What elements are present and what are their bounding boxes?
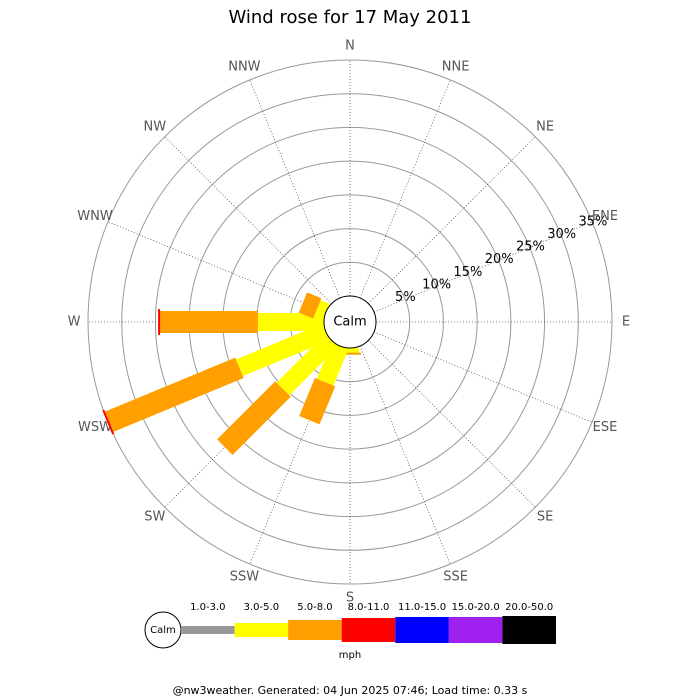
direction-label: SSW bbox=[230, 569, 260, 584]
legend-swatch bbox=[502, 616, 556, 644]
bar-segment bbox=[160, 311, 258, 333]
direction-label: E bbox=[622, 315, 630, 330]
legend-label: 8.0-11.0 bbox=[348, 602, 390, 613]
r-tick-label: 20% bbox=[485, 252, 514, 267]
bar-segment bbox=[299, 377, 336, 425]
legend-label: 3.0-5.0 bbox=[244, 602, 279, 613]
direction-label: NNW bbox=[228, 60, 260, 75]
direction-label: W bbox=[68, 315, 81, 330]
direction-label: NW bbox=[144, 119, 167, 134]
legend-calm-label: Calm bbox=[150, 625, 176, 636]
grid-ring bbox=[121, 93, 579, 551]
r-tick-label: 5% bbox=[395, 290, 416, 305]
chart-title: Wind rose for 17 May 2011 bbox=[229, 7, 472, 28]
direction-label: N bbox=[345, 39, 355, 54]
legend-label: 5.0-8.0 bbox=[297, 602, 332, 613]
bar-segment bbox=[217, 381, 291, 455]
spoke bbox=[373, 221, 593, 313]
direction-label: SSE bbox=[443, 569, 468, 584]
bar-segment bbox=[104, 357, 244, 432]
bar-segment bbox=[102, 409, 115, 435]
spoke bbox=[373, 331, 593, 423]
spoke bbox=[368, 136, 536, 304]
spoke bbox=[164, 136, 332, 304]
footer: @nw3weather. Generated: 04 Jun 2025 07:4… bbox=[173, 684, 528, 697]
legend-swatch bbox=[341, 618, 396, 642]
bar-segment bbox=[298, 292, 322, 319]
direction-label: WSW bbox=[78, 420, 112, 435]
legend-swatch bbox=[181, 626, 235, 634]
unit-label: mph bbox=[339, 650, 361, 661]
bar-segment bbox=[158, 309, 161, 335]
calm-label: Calm bbox=[333, 315, 366, 330]
legend-label: 15.0-20.0 bbox=[452, 602, 500, 613]
spoke bbox=[107, 221, 327, 313]
direction-label: S bbox=[346, 591, 354, 606]
direction-label: SE bbox=[537, 510, 553, 525]
bar-segment bbox=[313, 300, 330, 321]
r-tick-label: 35% bbox=[578, 214, 607, 229]
legend-swatch bbox=[288, 620, 342, 640]
grid-ring bbox=[87, 59, 613, 585]
spoke bbox=[359, 345, 451, 565]
direction-label: NE bbox=[536, 119, 554, 134]
legend-swatch bbox=[234, 623, 289, 637]
bar-segment bbox=[316, 342, 349, 386]
direction-label: WNW bbox=[77, 209, 113, 224]
bar-segment bbox=[276, 334, 338, 396]
r-tick-label: 10% bbox=[422, 278, 451, 293]
r-tick-label: 25% bbox=[516, 240, 545, 255]
legend-label: 20.0-50.0 bbox=[505, 602, 553, 613]
spoke bbox=[249, 79, 341, 299]
r-tick-label: 30% bbox=[547, 227, 576, 242]
bar-segment bbox=[235, 323, 330, 377]
direction-label: NNE bbox=[442, 60, 470, 75]
direction-label: ESE bbox=[593, 420, 618, 435]
spoke bbox=[359, 79, 451, 299]
legend-swatch bbox=[395, 617, 449, 643]
legend-label: 1.0-3.0 bbox=[190, 602, 225, 613]
spoke bbox=[368, 340, 536, 508]
legend-swatch bbox=[448, 617, 503, 643]
legend-label: 11.0-15.0 bbox=[398, 602, 446, 613]
direction-label: SW bbox=[144, 510, 165, 525]
calm-circle bbox=[323, 295, 377, 349]
bar-segment bbox=[257, 313, 324, 331]
direction-label: ENE bbox=[592, 209, 618, 224]
